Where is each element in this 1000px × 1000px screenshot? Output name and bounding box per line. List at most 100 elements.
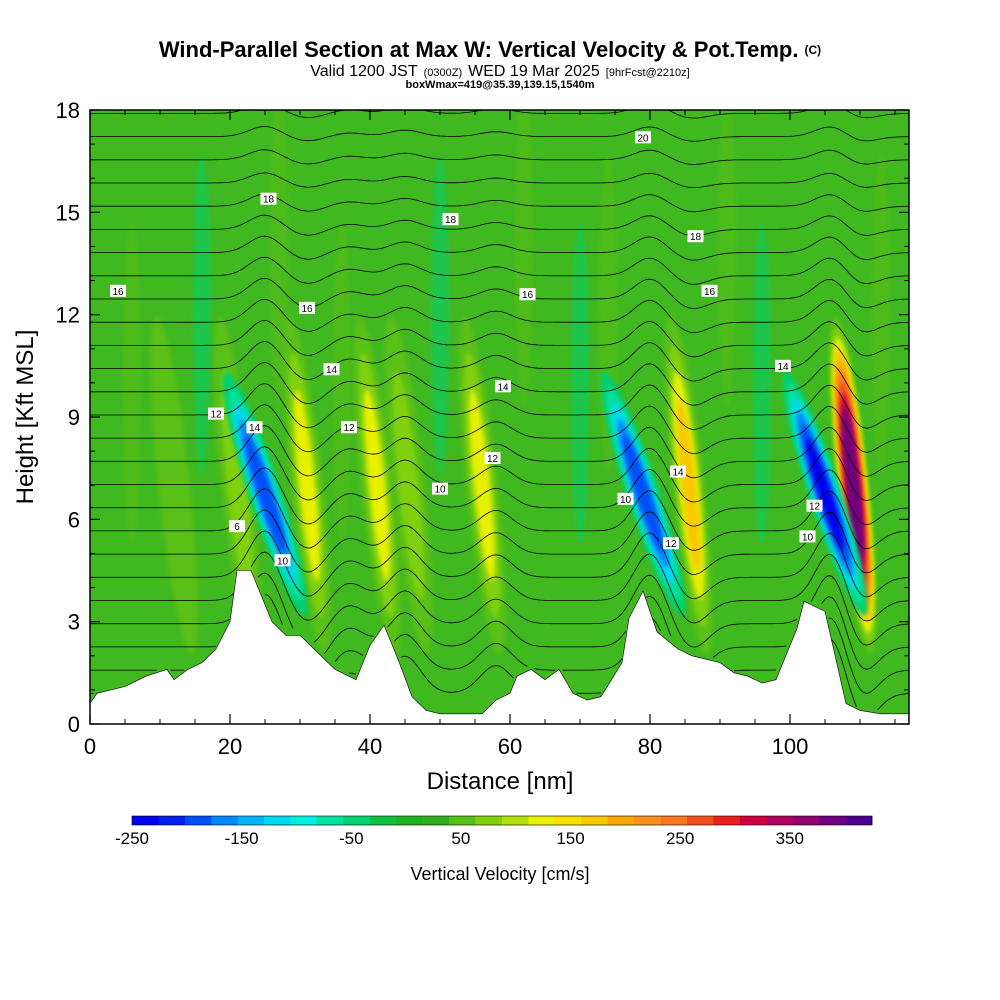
y-tick-label: 9: [68, 405, 80, 430]
colorbar-swatch: [369, 816, 397, 825]
updraft-cell: [677, 398, 700, 573]
colorbar-swatch: [237, 816, 265, 825]
isentrope-line: [90, 256, 909, 285]
colorbar-swatch: [607, 816, 635, 825]
isentrope-label: 14: [775, 359, 791, 373]
colorbar-swatch: [766, 816, 794, 825]
isentrope-label: 10: [617, 492, 634, 506]
velocity-field: [150, 315, 877, 655]
isentrope-line: [90, 467, 909, 527]
isentrope-label: 12: [806, 499, 823, 513]
colorbar-label: -150: [225, 829, 259, 848]
colorbar-swatch: [396, 816, 424, 825]
colorbar-swatch: [792, 816, 820, 825]
downdraft-cell: [806, 437, 844, 550]
svg-text:16: 16: [112, 287, 124, 298]
colorbar-swatch: [581, 816, 609, 825]
isentrope-label: 14: [246, 421, 263, 434]
y-tick-label: 12: [56, 303, 80, 328]
x-tick-label: 20: [218, 734, 242, 759]
colorbar-label: 250: [666, 829, 694, 848]
isentropes: [90, 110, 909, 711]
isentrope-line: [90, 214, 909, 237]
colorbar-swatch: [449, 816, 476, 825]
colorbar-swatch: [687, 816, 714, 825]
colorbar-swatch: [317, 816, 344, 825]
svg-text:12: 12: [343, 423, 355, 434]
isentrope-label: 12: [341, 421, 357, 434]
y-tick-label: 3: [68, 610, 80, 635]
isentrope-line: [90, 149, 909, 165]
isentrope-label: 16: [701, 284, 718, 298]
svg-text:10: 10: [277, 556, 289, 567]
texture-streak: [515, 110, 533, 407]
terrain: [90, 570, 909, 724]
x-tick-label: 0: [84, 734, 96, 759]
isentrope-label: 12: [484, 451, 501, 465]
downdraft-cell: [245, 435, 285, 553]
isentrope-label: 10: [274, 554, 291, 567]
isentrope-label: 18: [687, 230, 704, 243]
isentrope-line: [90, 509, 909, 575]
colorbar-swatch: [290, 816, 318, 825]
svg-text:16: 16: [301, 304, 313, 315]
svg-text:18: 18: [263, 195, 275, 206]
isentrope-line: [90, 488, 909, 551]
isentrope-label: 20: [635, 131, 651, 144]
colorbar-swatch: [184, 816, 212, 825]
colorbar-swatch: [475, 816, 503, 825]
svg-text:12: 12: [210, 410, 222, 421]
colorbar-swatch: [211, 816, 239, 825]
updraft-cell: [364, 389, 390, 582]
svg-text:14: 14: [672, 468, 684, 479]
isentrope-line: [90, 110, 909, 119]
y-tick-label: 15: [56, 200, 80, 225]
texture-streak: [872, 154, 890, 475]
isentrope-line: [90, 551, 909, 624]
texture-streak: [571, 222, 589, 543]
svg-text:20: 20: [637, 133, 649, 144]
svg-text:10: 10: [802, 532, 814, 543]
svg-text:18: 18: [445, 215, 457, 226]
svg-text:14: 14: [326, 365, 338, 376]
isentrope-line: [90, 446, 909, 503]
svg-text:12: 12: [809, 502, 821, 513]
colorbar-label: 350: [776, 829, 804, 848]
x-tick-label: 40: [358, 734, 382, 759]
axis-ticks: 0 20 40 60 80 100 0 3 6 9 12 15 18: [56, 98, 909, 759]
chart-title: Wind-Parallel Section at Max W: Vertical…: [159, 37, 821, 62]
isentrope-label: 16: [110, 284, 126, 298]
colorbar-swatch: [819, 816, 846, 825]
svg-text:14: 14: [497, 382, 509, 393]
isentrope-label: 16: [519, 288, 536, 301]
svg-text:6: 6: [234, 522, 240, 533]
colorbar-label: -50: [339, 829, 364, 848]
isentrope-line: [90, 172, 909, 188]
texture-streak: [718, 110, 736, 407]
svg-text:16: 16: [522, 290, 534, 301]
isentrope-label: 14: [670, 465, 686, 479]
colorbar-swatch: [845, 816, 873, 825]
colorbar-swatch: [158, 816, 186, 825]
isentrope-line: [90, 425, 909, 479]
isentrope-label: 14: [495, 380, 511, 393]
svg-text:12: 12: [487, 454, 499, 465]
y-tick-label: 0: [68, 712, 80, 737]
y-tick-label: 18: [56, 98, 80, 123]
x-axis-label: Distance [nm]: [427, 768, 574, 795]
isentrope-line: [90, 235, 909, 261]
colorbar-label: -250: [115, 829, 149, 848]
colorbar-swatch: [343, 816, 371, 825]
x-tick-label: 80: [638, 734, 662, 759]
isentrope-label: 12: [663, 537, 679, 550]
texture-streak: [123, 222, 141, 543]
isentrope-line: [90, 572, 909, 648]
isentrope-label: 16: [299, 301, 315, 315]
colorbar-swatch: [739, 816, 767, 825]
updraft-cell: [843, 414, 863, 556]
updraft-cell: [294, 389, 320, 582]
svg-text:10: 10: [434, 485, 446, 496]
isentrope-label: 14: [323, 363, 340, 376]
colorbar-label: 150: [556, 829, 584, 848]
y-axis-label: Height [Kft MSL]: [12, 330, 39, 505]
